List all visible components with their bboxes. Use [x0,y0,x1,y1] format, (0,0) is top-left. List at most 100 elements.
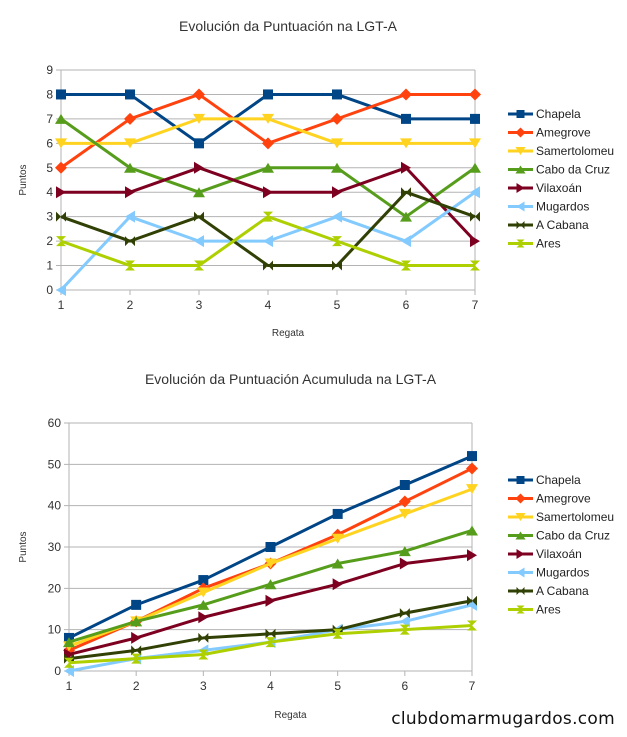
data-point [470,235,480,248]
data-point [398,508,411,519]
data-point [332,628,343,639]
data-point [398,546,411,557]
y-tick-label: 30 [48,540,62,554]
data-point [194,138,204,149]
data-point [56,211,66,222]
legend-item: Mugardos [508,566,589,580]
x-axis-label: Regata [272,328,305,339]
legend-label: A Cabana [536,584,589,598]
x-tick-label: 3 [200,679,207,693]
data-point [55,161,67,174]
legend-item: Ares [508,603,561,617]
legend-marker-icon [515,493,526,504]
data-point [56,186,66,199]
data-point [467,620,477,631]
data-point [332,508,343,519]
data-point [470,211,480,222]
data-point [331,162,343,173]
data-point [264,579,277,590]
data-point [467,595,477,606]
data-point [194,260,204,271]
x-tick-label: 2 [133,679,140,693]
legend-marker-icon [515,127,526,138]
legend-item: Cabo da Cruz [508,529,610,543]
series-vilaxo-n [56,161,480,248]
data-point [198,611,209,624]
data-point [466,525,478,536]
series-a-cabana [56,187,480,271]
data-point [124,112,136,125]
legend-item: A Cabana [508,218,589,232]
x-tick-label: 5 [334,298,341,312]
x-tick-label: 1 [58,298,65,312]
legend-marker-icon [516,110,525,118]
data-point [125,236,135,247]
data-point [263,89,273,100]
y-tick-label: 50 [48,457,62,471]
data-point [198,649,209,660]
y-tick-label: 1 [46,259,53,273]
legend-marker-icon [516,183,525,193]
data-point [130,616,143,627]
data-point [193,88,205,101]
chart-title: Evolución da Puntuación Acumuluda na LGT… [145,371,437,387]
series-chapela [56,89,480,149]
legend-marker-icon [516,201,525,212]
legend-marker-icon [516,567,525,578]
data-point [265,594,276,607]
x-tick-label: 6 [401,679,408,693]
y-tick-label: 9 [46,63,53,77]
legend-item: Vilaxoán [508,547,582,561]
data-point [56,89,66,100]
legend-marker-icon [516,239,525,248]
data-point [55,138,67,149]
legend-item: Chapela [508,473,581,487]
legend-label: A Cabana [536,218,589,232]
legend-marker-icon [515,147,526,155]
legend-label: Chapela [536,473,581,487]
data-point [64,657,74,668]
data-point [124,138,136,149]
chart-title: Evolución da Puntuación na LGT-A [179,18,398,34]
data-point [125,89,135,100]
data-point [131,645,142,656]
data-point [332,89,342,100]
data-point [194,161,204,174]
data-point [400,211,412,222]
legend-marker-icon [516,476,525,484]
series-ares [64,620,477,668]
legend-item: Amegrove [508,492,591,506]
data-point [399,624,410,635]
y-tick-label: 4 [46,185,53,199]
y-tick-label: 8 [46,87,53,101]
data-point [64,665,74,677]
legend-label: Vilaxoán [536,181,582,195]
data-point [399,615,410,628]
legend-marker-icon [515,513,526,521]
legend-marker-icon [516,605,525,614]
series-mugardos [56,186,480,296]
legend-marker-icon [515,531,526,540]
data-point [264,558,277,569]
legend-label: Chapela [536,107,581,121]
legend-item: Samertolomeu [508,144,614,158]
legend-item: Mugardos [508,200,589,214]
data-point [125,186,135,199]
data-point [197,599,210,610]
data-point [398,495,411,508]
series-cabo-da-cruz [55,113,481,222]
x-axis-label: Regata [274,710,307,721]
data-point [399,557,410,570]
x-tick-label: 3 [196,298,203,312]
data-point [332,210,342,223]
data-point [331,533,344,544]
legend-label: Vilaxoán [536,547,582,561]
x-tick-label: 7 [469,679,476,693]
data-point [331,138,343,149]
legend-label: Ares [536,237,561,251]
data-point [197,587,210,598]
legend-item: A Cabana [508,584,589,598]
y-tick-label: 0 [54,664,61,678]
data-point [400,138,412,149]
